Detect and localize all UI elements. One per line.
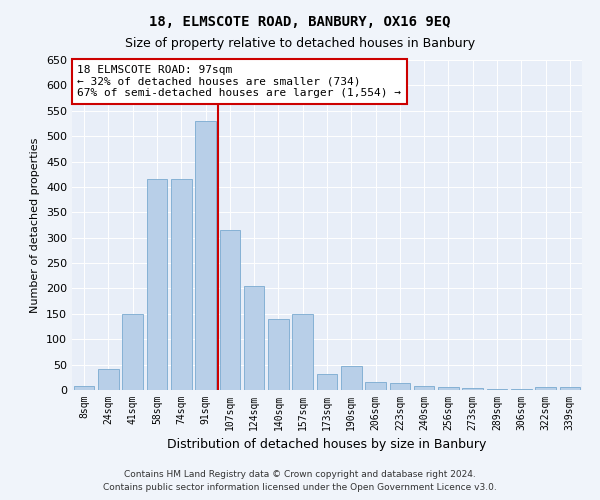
Bar — [317, 374, 337, 390]
Bar — [389, 383, 410, 390]
Bar — [365, 382, 386, 390]
Bar — [74, 386, 94, 390]
Bar — [535, 388, 556, 390]
Bar — [487, 389, 508, 390]
Bar — [171, 180, 191, 390]
Bar — [98, 368, 119, 390]
Bar — [341, 366, 362, 390]
Text: Size of property relative to detached houses in Banbury: Size of property relative to detached ho… — [125, 38, 475, 51]
Bar — [438, 388, 459, 390]
Bar — [560, 388, 580, 390]
Text: 18, ELMSCOTE ROAD, BANBURY, OX16 9EQ: 18, ELMSCOTE ROAD, BANBURY, OX16 9EQ — [149, 15, 451, 29]
Bar — [122, 314, 143, 390]
Bar — [292, 314, 313, 390]
Bar — [195, 121, 216, 390]
Text: Contains HM Land Registry data © Crown copyright and database right 2024.
Contai: Contains HM Land Registry data © Crown c… — [103, 470, 497, 492]
Y-axis label: Number of detached properties: Number of detached properties — [31, 138, 40, 312]
X-axis label: Distribution of detached houses by size in Banbury: Distribution of detached houses by size … — [167, 438, 487, 452]
Bar — [268, 319, 289, 390]
Text: 18 ELMSCOTE ROAD: 97sqm
← 32% of detached houses are smaller (734)
67% of semi-d: 18 ELMSCOTE ROAD: 97sqm ← 32% of detache… — [77, 65, 401, 98]
Bar — [511, 389, 532, 390]
Bar — [244, 286, 265, 390]
Bar — [220, 230, 240, 390]
Bar — [146, 180, 167, 390]
Bar — [414, 386, 434, 390]
Bar — [463, 388, 483, 390]
